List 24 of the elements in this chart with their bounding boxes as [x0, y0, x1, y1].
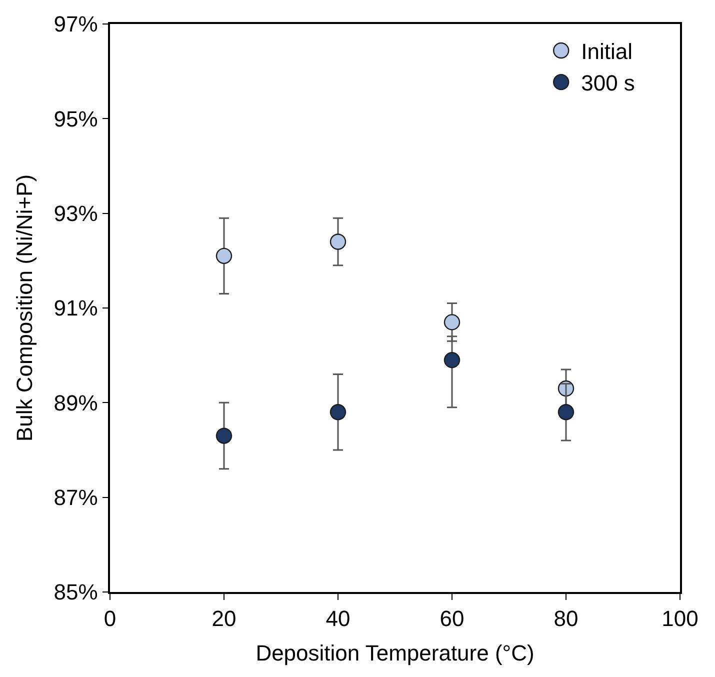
x-axis-title: Deposition Temperature (°C)	[256, 640, 534, 666]
y-tick-label: 93%	[54, 201, 98, 226]
y-tick-label: 89%	[54, 390, 98, 416]
point	[216, 248, 232, 264]
x-tick-label: 100	[662, 606, 698, 632]
y-tick-label: 87%	[54, 485, 98, 510]
legend-label: Initial	[581, 39, 632, 64]
point	[444, 352, 460, 368]
x-tick-label: 40	[326, 606, 350, 632]
point	[330, 234, 346, 250]
x-tick-label: 80	[554, 606, 578, 632]
point	[444, 314, 460, 330]
point	[330, 404, 346, 420]
x-tick-label: 20	[212, 606, 236, 632]
y-axis-title: Bulk Composition (Ni/Ni+P)	[12, 174, 38, 442]
y-tick-label: 97%	[54, 12, 98, 37]
y-tick-label: 85%	[54, 580, 98, 605]
point	[216, 428, 232, 444]
y-tick-label: 95%	[54, 106, 98, 132]
x-tick-label: 0	[104, 606, 116, 632]
y-tick-label: 91%	[54, 296, 98, 321]
legend-label: 300 s	[581, 70, 635, 96]
x-tick-label: 60	[440, 606, 464, 632]
point	[558, 404, 574, 420]
